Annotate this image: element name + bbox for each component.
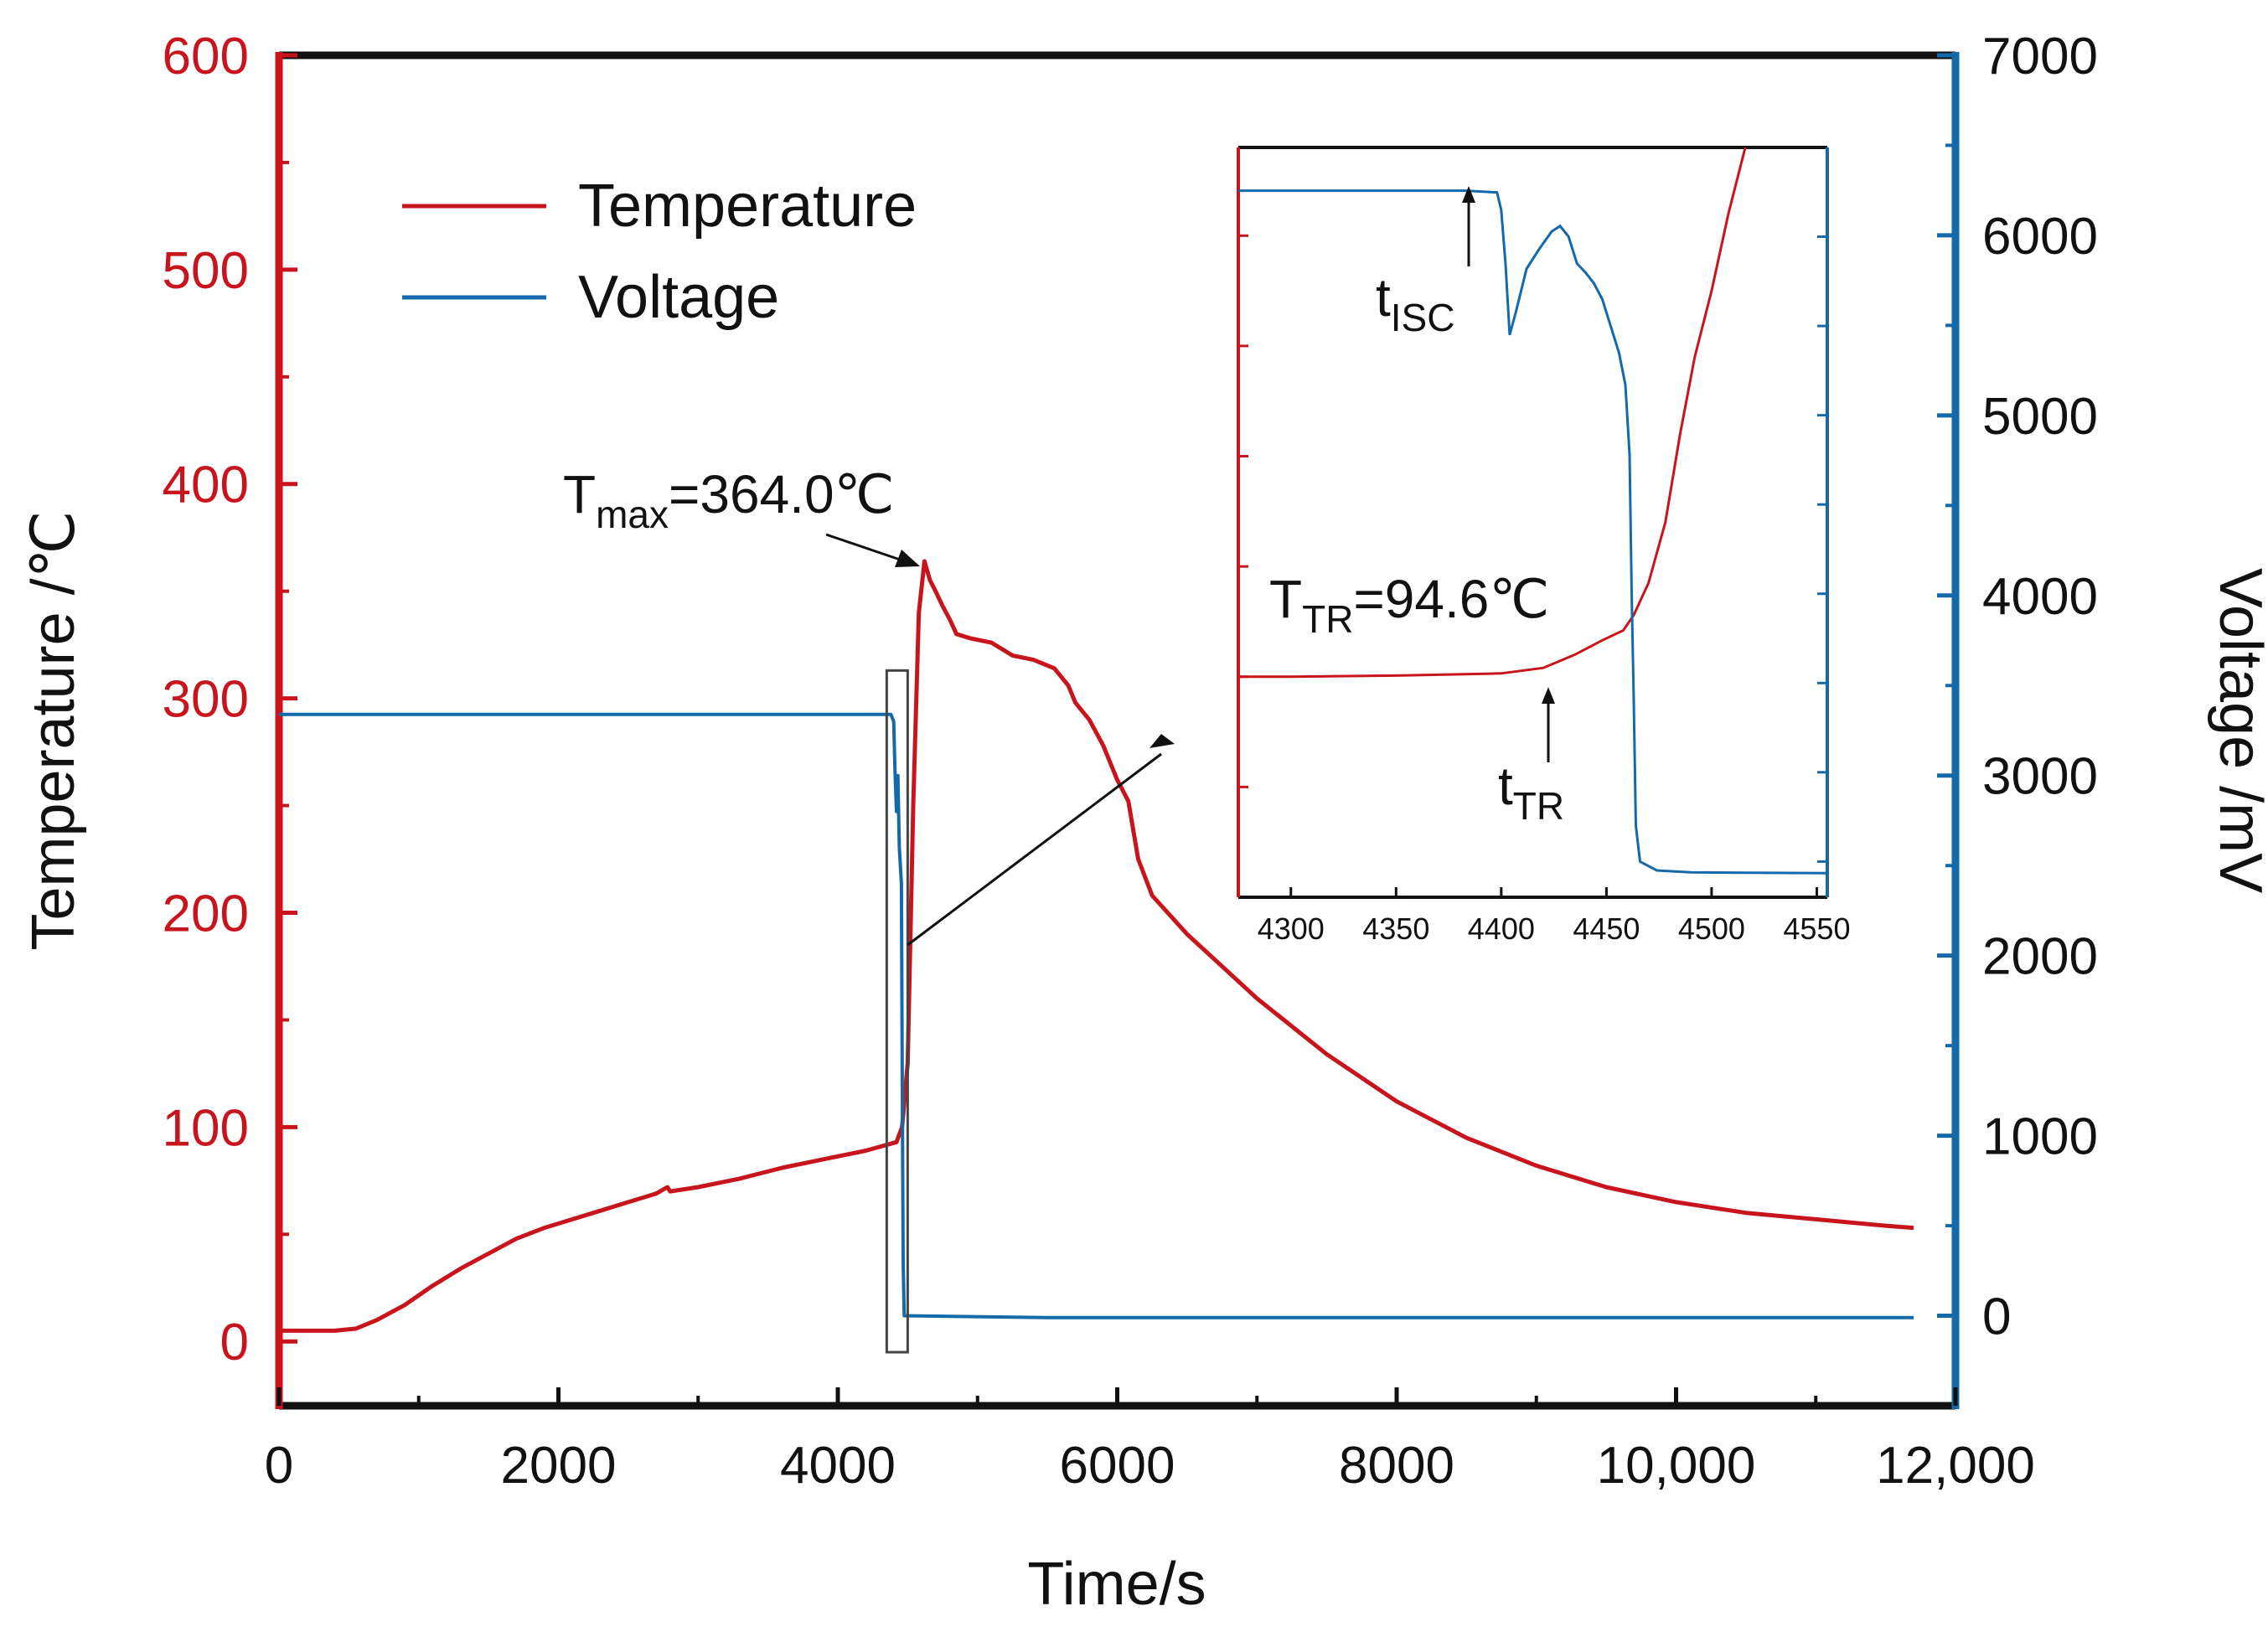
y-right-tick-label: 1000 [1982, 1108, 2098, 1166]
zoom-arrow [907, 752, 1162, 947]
y-right-tick-label: 6000 [1982, 208, 2098, 266]
y-right-tick-label: 2000 [1982, 928, 2098, 986]
tmax-label: Tmax=364.0℃ [563, 464, 894, 536]
Ttr-label: TTR=94.6℃ [1269, 569, 1549, 641]
tmax-arrow [825, 533, 906, 563]
tmax-subscript: max [596, 493, 669, 536]
x-tick-label: 2000 [501, 1437, 617, 1495]
y-left-tick-label: 0 [220, 1314, 249, 1371]
legend-voltage-label: Voltage [578, 264, 779, 331]
x-tick-label: 8000 [1339, 1437, 1454, 1495]
inset-x-tick-label: 4300 [1258, 911, 1325, 946]
inset-background [1238, 147, 1827, 897]
tisc-subscript: ISC [1391, 296, 1455, 339]
inset-x-tick-label: 4500 [1678, 911, 1745, 946]
tmax-annotation: Tmax=364.0℃ [563, 464, 920, 567]
legend: Temperature Voltage [402, 173, 917, 331]
legend-temperature-label: Temperature [578, 173, 917, 240]
tmax-value: =364.0℃ [669, 464, 894, 524]
series-line-voltage [279, 712, 1914, 1319]
inset-x-tick-label: 4400 [1468, 911, 1535, 946]
x-tick-label: 10,000 [1597, 1437, 1756, 1495]
y-left-tick-label: 200 [163, 885, 249, 942]
ttr-subscript: TR [1513, 784, 1564, 828]
y-left-tick-label: 500 [163, 242, 249, 300]
Ttr-value: =94.6℃ [1353, 569, 1549, 629]
tisc-symbol: t [1376, 267, 1391, 328]
inset-x-tick-label: 4350 [1362, 911, 1429, 946]
tmax-arrowhead [895, 550, 920, 567]
zoom-box [885, 669, 909, 1354]
y-right-tick-label: 5000 [1982, 388, 2098, 446]
y-right-tick-label: 3000 [1982, 748, 2098, 806]
inset-x-tick-label: 4550 [1783, 911, 1850, 946]
y-left-tick-label: 600 [163, 28, 249, 85]
tisc-arrowhead [1462, 186, 1475, 203]
y-axis-left-title: Temperature /℃ [20, 510, 87, 950]
x-tick-label: 6000 [1060, 1437, 1175, 1495]
inset-series-layer [1238, 147, 1828, 875]
zoom-arrowhead [1149, 734, 1175, 748]
inset-series-temperature [1238, 147, 1747, 679]
tmax-symbol: T [563, 464, 596, 524]
inset-series-voltage [1238, 189, 1828, 875]
x-tick-label: 12,000 [1876, 1437, 2035, 1495]
y-left-tick-label: 300 [163, 671, 249, 729]
inset-x-tick-label: 4450 [1573, 911, 1640, 946]
series-line-temperature [279, 559, 1914, 1333]
zoom-indicator [885, 669, 1175, 1354]
Ttr-subscript: TR [1302, 597, 1353, 641]
series-layer [279, 559, 1914, 1333]
ttr-label: tTR [1498, 756, 1564, 828]
y-axis-right-title: Voltage /mV [2207, 568, 2268, 893]
tisc-label: tISC [1376, 267, 1454, 339]
y-right-tick-label: 4000 [1982, 568, 2098, 626]
axis-ticks: 0 2000 4000 6000 8000 10,000 12,00001002003004… [163, 28, 2098, 1495]
Ttr-symbol: T [1269, 569, 1302, 629]
ttr-symbol: t [1498, 756, 1513, 816]
ttr-arrowhead [1542, 687, 1555, 704]
inset-panel: 4300 4350 4400 4450 4500 4550 tISC TTR=94.6℃ … [1237, 146, 1850, 946]
y-right-tick-label: 0 [1982, 1288, 2011, 1346]
x-tick-label: 4000 [780, 1437, 896, 1495]
y-left-tick-label: 400 [163, 457, 249, 514]
x-tick-label: 0 [265, 1437, 293, 1495]
y-right-tick-label: 7000 [1982, 28, 2098, 85]
x-axis-title: Time/s [1027, 1551, 1206, 1618]
y-left-tick-label: 100 [163, 1099, 249, 1157]
